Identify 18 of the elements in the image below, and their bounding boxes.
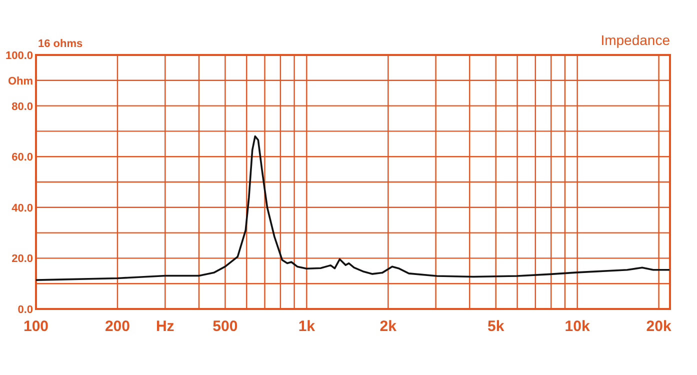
x-tick-label: Hz [156,318,174,335]
x-tick-label: 100 [23,318,49,335]
y-tick-label: 60.0 [12,152,33,164]
y-tick-label: 80.0 [12,100,33,113]
y-tick-label: 20.0 [12,253,33,266]
x-tick-label: 500 [212,318,238,335]
y-tick-label: 0.0 [18,304,33,316]
x-tick-label: 5k [488,318,505,335]
x-tick-label: 1k [298,318,316,335]
chart-subtitle: Impedance [600,32,670,48]
x-tick-label: 20k [646,318,672,335]
y-tick-label: Ohm [8,75,34,88]
y-tick-label: 40.0 [12,202,33,214]
y-tick-label: 100.0 [5,50,33,62]
x-tick-label: 200 [104,318,130,335]
x-tick-label: 2k [380,318,398,335]
chart-title: 16 ohms [38,38,83,50]
x-tick-label: 10k [564,318,590,335]
